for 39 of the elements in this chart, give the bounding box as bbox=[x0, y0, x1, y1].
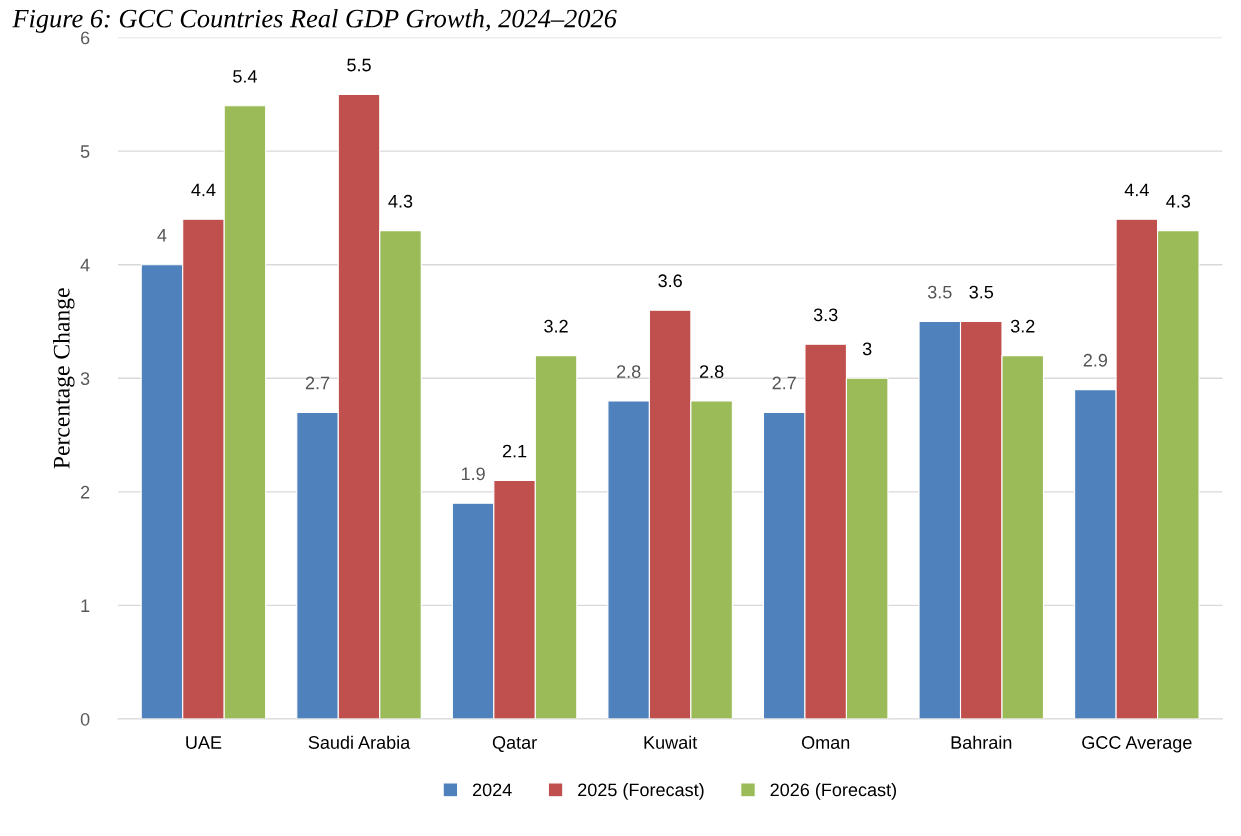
data-label: 3.3 bbox=[813, 308, 838, 322]
data-label: 2.8 bbox=[617, 365, 641, 378]
data-label: 3.2 bbox=[544, 319, 568, 333]
y-tick-label: 3 bbox=[80, 372, 90, 386]
data-label: 5.4 bbox=[233, 70, 257, 83]
data-label: 4.4 bbox=[191, 183, 216, 197]
legend-label: 2025 (Forecast) bbox=[578, 783, 704, 800]
y-axis-title: Percentage Change bbox=[53, 288, 75, 469]
y-tick-label: 6 bbox=[80, 31, 90, 45]
legend-label: 2024 bbox=[472, 783, 512, 797]
data-label: 3.5 bbox=[969, 285, 994, 299]
legend-label: 2026 (Forecast) bbox=[770, 783, 896, 800]
data-label: 3 bbox=[862, 342, 872, 356]
x-tick-label: GCC Average bbox=[1082, 736, 1192, 753]
data-label: 3.2 bbox=[1010, 319, 1035, 333]
data-label: 4.4 bbox=[1124, 183, 1149, 197]
x-tick-label: Qatar bbox=[492, 736, 537, 753]
data-label: 4.3 bbox=[1166, 194, 1191, 208]
data-label: 2.8 bbox=[699, 365, 724, 378]
data-label: 5.5 bbox=[347, 58, 371, 72]
x-tick-label: Kuwait bbox=[644, 735, 698, 749]
data-label: 2.7 bbox=[772, 376, 796, 390]
data-label: 2.1 bbox=[502, 444, 527, 458]
data-label: 4 bbox=[157, 229, 167, 242]
data-label: 1.9 bbox=[461, 467, 485, 481]
data-label: 4.3 bbox=[388, 194, 413, 208]
y-tick-label: 4 bbox=[80, 258, 90, 272]
x-tick-label: Bahrain bbox=[951, 735, 1012, 749]
y-tick-label: 2 bbox=[80, 485, 90, 499]
y-tick-label: 0 bbox=[80, 712, 90, 726]
y-tick-label: 1 bbox=[81, 599, 90, 612]
data-label: 3.6 bbox=[658, 274, 682, 288]
y-tick-label: 5 bbox=[80, 145, 90, 158]
x-tick-label: Saudi Arabia bbox=[308, 735, 411, 749]
data-label: 2.9 bbox=[1083, 353, 1108, 367]
data-label: 3.5 bbox=[927, 285, 952, 299]
x-tick-label: UAE bbox=[186, 736, 222, 749]
data-label: 2.7 bbox=[305, 376, 330, 390]
x-tick-label: Oman bbox=[801, 736, 850, 749]
